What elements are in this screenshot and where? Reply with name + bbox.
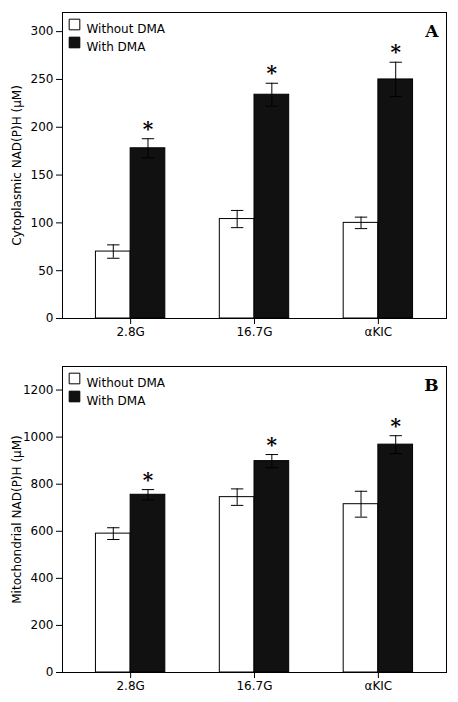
svg-text:Without DMA: Without DMA <box>87 22 166 36</box>
svg-text:With DMA: With DMA <box>87 40 147 54</box>
svg-text:With DMA: With DMA <box>87 394 147 408</box>
svg-text:*: * <box>390 40 401 64</box>
svg-text:150: 150 <box>31 168 54 182</box>
svg-text:300: 300 <box>31 24 54 38</box>
svg-text:*: * <box>143 468 154 492</box>
svg-text:800: 800 <box>31 477 54 491</box>
svg-text:16.7G: 16.7G <box>236 325 272 339</box>
svg-text:A: A <box>424 21 439 41</box>
svg-text:B: B <box>424 375 438 395</box>
svg-text:16.7G: 16.7G <box>236 679 272 693</box>
svg-text:αKIC: αKIC <box>365 325 393 339</box>
svg-text:2.8G: 2.8G <box>116 679 144 693</box>
svg-text:2.8G: 2.8G <box>116 325 144 339</box>
svg-text:100: 100 <box>31 216 54 230</box>
svg-text:Cytoplasmic NAD(P)H (μM): Cytoplasmic NAD(P)H (μM) <box>10 85 24 246</box>
svg-text:*: * <box>143 117 154 141</box>
svg-text:0: 0 <box>46 311 54 325</box>
svg-text:*: * <box>390 414 401 438</box>
svg-text:250: 250 <box>31 72 54 86</box>
svg-text:*: * <box>267 61 278 85</box>
svg-text:1000: 1000 <box>23 430 54 444</box>
svg-text:200: 200 <box>31 120 54 134</box>
svg-text:1200: 1200 <box>23 383 54 397</box>
svg-text:200: 200 <box>31 618 54 632</box>
svg-text:αKIC: αKIC <box>365 679 393 693</box>
svg-text:*: * <box>267 433 278 457</box>
svg-text:400: 400 <box>31 571 54 585</box>
svg-text:600: 600 <box>31 524 54 538</box>
svg-text:Mitochondrial NAD(P)H (μM): Mitochondrial NAD(P)H (μM) <box>10 435 24 604</box>
svg-text:Without DMA: Without DMA <box>87 376 166 390</box>
svg-text:50: 50 <box>38 264 53 278</box>
svg-text:0: 0 <box>46 665 54 679</box>
